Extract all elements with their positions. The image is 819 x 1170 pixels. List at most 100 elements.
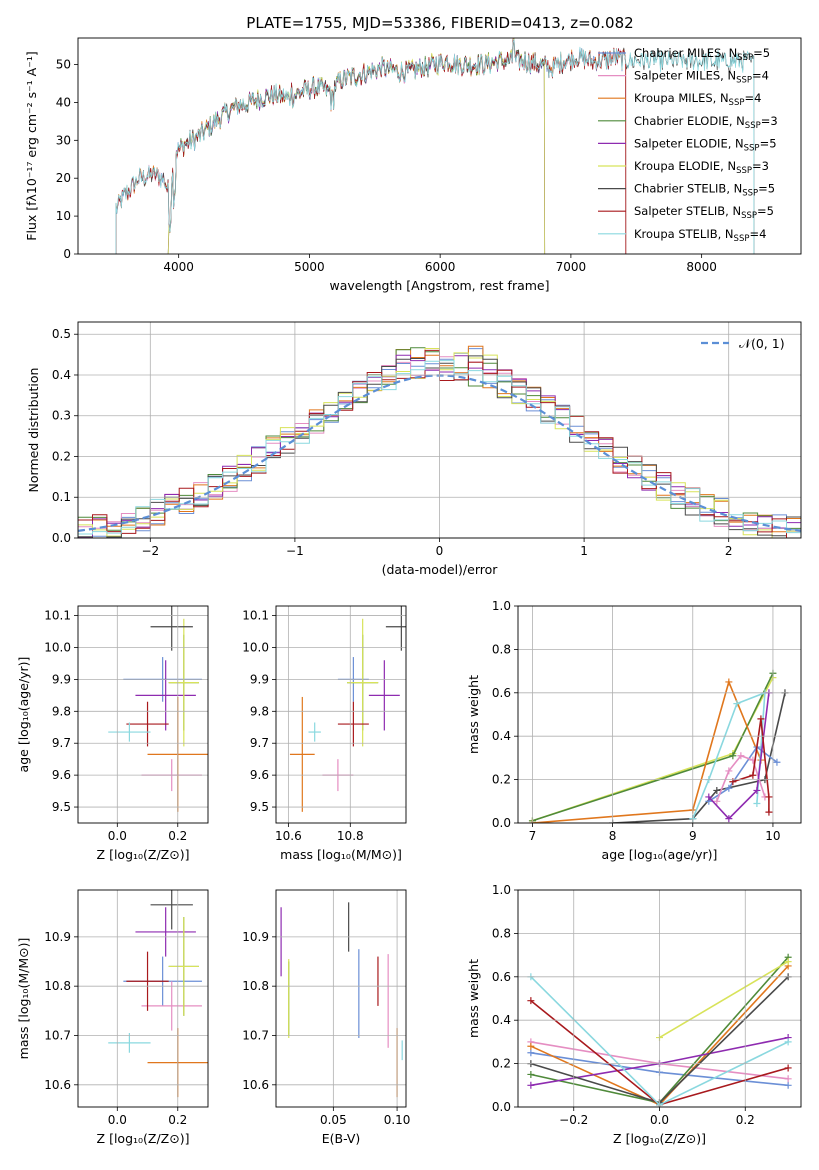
age-mass-weight-frame: [517, 605, 802, 824]
weight-marker: [733, 700, 741, 708]
weight-marker: [527, 1070, 535, 1078]
Z-mass-weight-panel: −0.2 0.0 0.2 0.0 0.2 0.4 0.6 0.8 1.0 Z [log₁₀(Z/Z…: [466, 883, 802, 1146]
legend-entry: Salpeter MILES, NSSP=4: [634, 69, 769, 86]
x-axis-label: age [log₁₀(age/yr)]: [602, 847, 718, 862]
y-tick-label: 9.7: [250, 736, 269, 750]
weight-marker: [753, 799, 761, 807]
spectrum-panel: 4000 5000 6000 7000 8000 0 10 20 30 40 50 wavelengt…: [24, 37, 802, 293]
weight-marker: [527, 1049, 535, 1057]
errorbar-chabrier-stelib: [150, 890, 193, 930]
y-tick-label: 9.5: [52, 800, 71, 814]
y-tick-label: 0.4: [492, 1013, 511, 1027]
y-tick-label: 20: [56, 171, 71, 185]
y-tick-label: 0.4: [492, 729, 511, 743]
age-mass-weight-panel: 7 8 9 10 0.0 0.2 0.4 0.6 0.8 1.0 age [log₁₀(age/yr…: [466, 599, 802, 862]
x-tick-label: 5000: [294, 260, 325, 274]
y-tick-label: 0.0: [52, 531, 71, 545]
weight-marker: [713, 786, 721, 794]
y-axis-label: Flux [fλ10⁻¹⁷ erg cm⁻² s⁻¹ A⁻¹]: [24, 51, 39, 240]
weight-marker: [765, 808, 773, 816]
weight-marker: [725, 784, 733, 792]
y-tick-label: 0.1: [52, 490, 71, 504]
legend-entry: Salpeter ELODIE, NSSP=5: [634, 136, 777, 153]
legend-entry: Kroupa MILES, NSSP=4: [634, 91, 761, 108]
y-tick-label: 50: [56, 58, 71, 72]
y-tick-label: 0.8: [492, 642, 511, 656]
y-tick-label: 9.7: [52, 736, 71, 750]
y-tick-label: 40: [56, 95, 71, 109]
errorbar-kroupa-miles: [289, 696, 315, 812]
weight-marker: [737, 752, 745, 760]
mass-age-panel: 10.6 10.8 9.5 9.6 9.7 9.8 9.9 10.0 10.1 mass [log…: [242, 605, 407, 862]
y-tick-label: 0.5: [52, 327, 71, 341]
y-axis-label: age [log₁₀(age/yr)]: [16, 657, 31, 773]
errorbar-kroupa-elodie: [168, 917, 199, 1016]
y-tick-label: 10.0: [44, 640, 71, 654]
x-tick-label: 10.6: [275, 829, 302, 843]
y-tick-label: 0.2: [492, 773, 511, 787]
y-axis-label: Normed distribution: [26, 368, 41, 493]
y-tick-label: 0.6: [492, 970, 511, 984]
EBV-mass-plot-area: [280, 902, 403, 1098]
x-axis-label: Z [log₁₀(Z/Z⊙)]: [97, 847, 190, 862]
age-mass-weight-plot-area: [528, 669, 789, 823]
errorbar-chabrier-stelib: [150, 606, 193, 651]
errorbar-salpeter-stelib: [126, 701, 169, 747]
spectrum-line-kroupa-elodie: [167, 38, 546, 254]
weight-marker: [705, 793, 713, 801]
y-tick-label: 10.1: [44, 609, 71, 623]
weight-line-chabrier-elodie: [532, 672, 774, 822]
weight-marker: [725, 815, 733, 823]
spectrum-line-chabrier-elodie: [167, 39, 546, 254]
weight-marker: [725, 767, 733, 775]
errorbar-kroupa-elodie: [347, 618, 379, 747]
y-tick-label: 1.0: [492, 599, 511, 613]
errorbar-salpeter-stelib: [126, 951, 169, 1011]
x-tick-label: 0.10: [384, 1113, 411, 1127]
weight-marker: [784, 1038, 792, 1046]
y-tick-label: 10.8: [242, 979, 269, 993]
weight-marker: [765, 793, 773, 801]
errorbar-salpeter-miles: [141, 981, 202, 1031]
mass-age-plot-area: [289, 606, 406, 812]
y-tick-label: 10.1: [242, 609, 269, 623]
y-tick-label: 10.9: [44, 930, 71, 944]
x-axis-label: (data-model)/error: [382, 562, 499, 577]
y-tick-label: 30: [56, 133, 71, 147]
x-axis-label: Z [log₁₀(Z/Z⊙)]: [613, 1131, 706, 1146]
Z-mass-weight-frame: [517, 889, 802, 1108]
EBV-mass-frame: [275, 889, 407, 1108]
y-tick-label: 0.2: [492, 1057, 511, 1071]
x-tick-label: 7: [529, 829, 537, 843]
legend-entry: 𝒩(0, 1): [739, 336, 785, 351]
x-tick-label: −2: [141, 544, 159, 558]
x-tick-label: 0.2: [736, 1113, 755, 1127]
weight-marker: [749, 771, 757, 779]
Z-age-plot-area: [108, 606, 208, 812]
weight-marker: [784, 1064, 792, 1072]
x-tick-label: −0.2: [559, 1113, 588, 1127]
weight-line-kroupa-miles: [532, 679, 762, 823]
weight-marker: [527, 1042, 535, 1050]
x-tick-label: 6000: [425, 260, 456, 274]
y-tick-label: 9.8: [250, 704, 269, 718]
y-tick-label: 10.7: [44, 1028, 71, 1042]
spectrum-plot-area: [115, 38, 755, 254]
y-tick-label: 10.6: [44, 1078, 71, 1092]
errorbar-kroupa-stelib: [308, 722, 321, 742]
x-tick-label: 0.0: [108, 829, 127, 843]
y-tick-label: 10: [56, 209, 71, 223]
x-tick-label: 4000: [163, 260, 194, 274]
mass-age-frame: [275, 605, 407, 824]
y-tick-label: 0.6: [492, 686, 511, 700]
weight-marker: [757, 715, 765, 723]
errorbar-kroupa-stelib: [108, 722, 151, 742]
Z-age-frame: [77, 605, 209, 824]
errorbar-salpeter-elodie: [135, 660, 196, 731]
x-tick-label: 0.05: [320, 1113, 347, 1127]
x-tick-label: 0: [436, 544, 444, 558]
Z-mass-panel: 0.0 0.2 10.6 10.7 10.8 10.9 Z [log₁₀(Z/Z⊙)] mas…: [16, 889, 209, 1146]
y-axis-label: mass weight: [466, 959, 481, 1038]
x-axis-label: Z [log₁₀(Z/Z⊙)]: [97, 1131, 190, 1146]
